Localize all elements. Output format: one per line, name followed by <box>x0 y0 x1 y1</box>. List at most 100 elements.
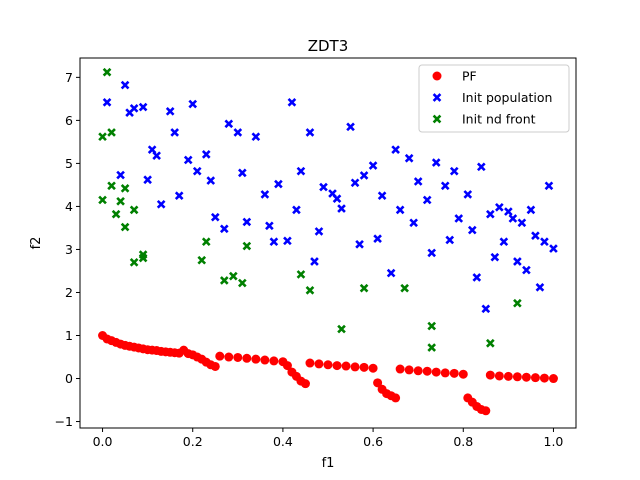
population-point <box>120 222 130 232</box>
plot-frame <box>79 57 577 429</box>
y-tick-label: 4 <box>65 199 73 214</box>
pf-point <box>323 360 333 370</box>
population-point <box>296 166 306 176</box>
population-point <box>472 273 482 282</box>
population-point <box>183 155 193 165</box>
population-point <box>395 205 405 215</box>
x-tick-label: 0.6 <box>363 434 383 449</box>
population-point <box>449 166 459 176</box>
population-point <box>138 250 148 259</box>
pf-point <box>224 352 234 362</box>
y-tick-label: 6 <box>65 113 73 128</box>
population-point <box>454 214 464 223</box>
population-point <box>224 119 234 129</box>
pf-point <box>404 365 414 375</box>
population-point <box>531 231 540 241</box>
population-point <box>504 207 513 216</box>
population-point <box>233 128 243 137</box>
pf-point <box>210 361 220 371</box>
population-point <box>404 153 414 163</box>
pf-point <box>431 367 441 377</box>
population-point <box>526 205 536 215</box>
y-tick-label: 7 <box>65 70 73 85</box>
population-point <box>265 221 274 231</box>
x-tick-label: 0.0 <box>93 434 113 449</box>
y-axis-label: f2 <box>29 237 44 250</box>
population-point <box>513 298 522 308</box>
population-point <box>287 97 297 107</box>
population-point <box>116 170 125 180</box>
pf-point <box>300 379 310 389</box>
population-point <box>111 209 121 219</box>
population-point <box>549 244 558 253</box>
population-point <box>102 97 112 107</box>
population-point <box>174 191 184 200</box>
population-point <box>310 257 319 266</box>
pf-point <box>242 353 252 363</box>
population-point <box>242 217 252 227</box>
population-point <box>201 237 211 247</box>
population-point <box>107 128 116 137</box>
population-point <box>116 196 125 206</box>
population-point <box>296 270 306 279</box>
population-point <box>513 257 522 266</box>
population-point <box>476 162 486 172</box>
pf-point <box>548 374 558 384</box>
population-point <box>120 80 130 90</box>
y-tick-label: 0 <box>65 371 73 386</box>
population-point <box>143 175 152 185</box>
population-point <box>138 102 148 112</box>
population-point <box>508 214 518 223</box>
population-point <box>238 278 247 288</box>
population-point <box>386 268 396 278</box>
population-point <box>377 191 387 200</box>
population-point <box>242 241 252 251</box>
population-point <box>129 258 139 267</box>
population-point <box>540 237 549 247</box>
population-point <box>350 178 360 188</box>
population-point <box>269 237 279 247</box>
pf-point <box>503 371 513 381</box>
population-point <box>107 181 116 191</box>
population-point <box>319 182 328 192</box>
pf-point <box>373 378 383 388</box>
pf-point <box>368 363 378 373</box>
population-point <box>346 122 355 132</box>
y-tick-label: 3 <box>65 242 73 257</box>
pf-point <box>440 368 450 378</box>
population-point <box>219 224 229 234</box>
pf-point <box>481 406 491 416</box>
population-point <box>499 237 509 247</box>
legend: PF Init population Init nd front <box>418 64 570 133</box>
pf-point <box>215 351 225 361</box>
y-tick-label: 1 <box>65 328 73 343</box>
pf-point <box>458 369 468 379</box>
population-point <box>98 195 107 205</box>
pf-point <box>530 373 540 383</box>
y-tick-label: 5 <box>65 156 73 171</box>
population-point <box>292 205 301 215</box>
population-point <box>522 265 531 275</box>
population-point <box>156 199 166 209</box>
population-point <box>422 195 432 205</box>
population-point <box>129 205 139 215</box>
population-point <box>332 194 342 204</box>
x-tick-label: 0.4 <box>273 434 293 449</box>
population-point <box>129 104 139 113</box>
pf-point <box>449 368 459 378</box>
legend-label: PF <box>462 69 477 84</box>
population-point <box>120 184 130 193</box>
population-point <box>544 181 554 191</box>
legend-label: Init nd front <box>462 112 536 127</box>
x-tick-label: 0.8 <box>453 434 473 449</box>
pf-point <box>494 371 504 381</box>
population-point <box>305 286 315 295</box>
population-point <box>197 255 207 265</box>
pf-point <box>260 355 270 365</box>
population-point <box>355 239 364 249</box>
population-point <box>238 168 247 178</box>
data-marks <box>98 67 558 416</box>
pf-point <box>539 373 549 383</box>
x-tick-label: 0.2 <box>183 434 203 449</box>
x-axis-label: f1 <box>322 456 335 471</box>
